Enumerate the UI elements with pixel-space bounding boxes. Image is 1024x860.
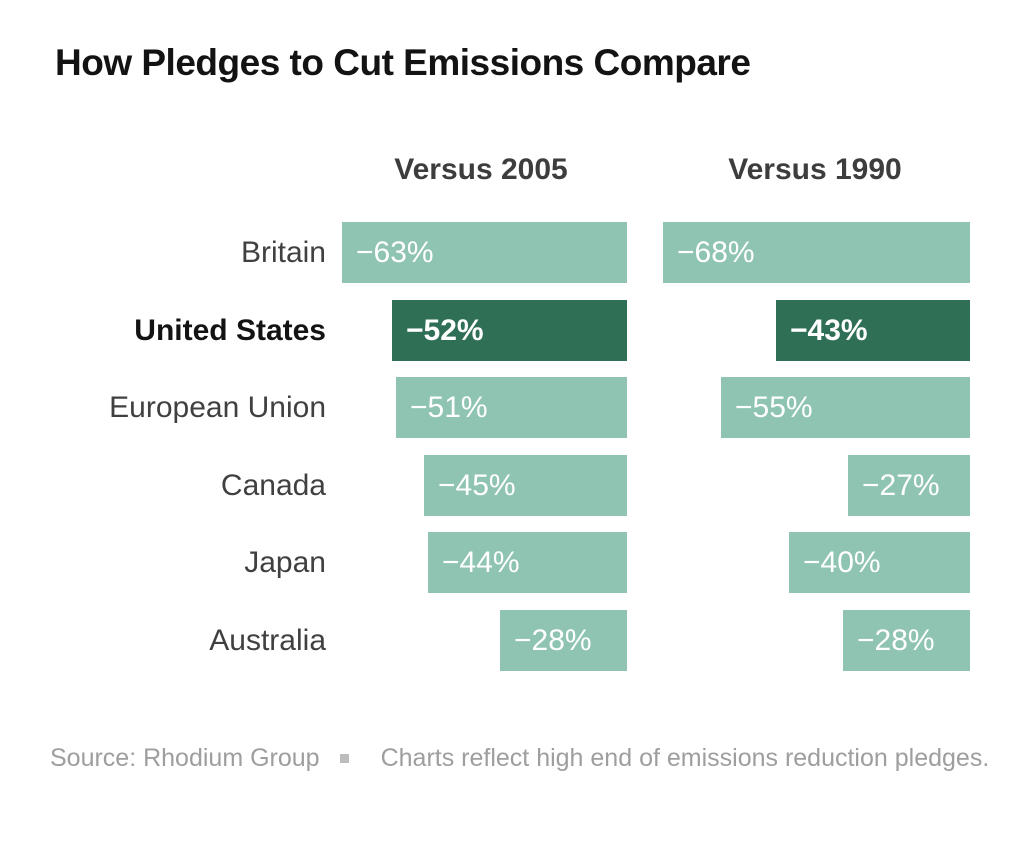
bar-value-label: −45% [438, 468, 516, 502]
bar-value-label: −55% [735, 390, 813, 424]
bar-versus-2005-united-states: −52% [392, 300, 627, 361]
bar-value-label: −27% [862, 468, 940, 502]
bar-value-label: −43% [790, 313, 868, 347]
square-bullet-icon [339, 753, 349, 763]
bar-value-label: −52% [406, 313, 484, 347]
bar-value-label: −44% [442, 545, 520, 579]
bar-versus-1990-united-states: −43% [776, 300, 970, 361]
bar-versus-2005-australia: −28% [500, 610, 627, 671]
bar-versus-1990-australia: −28% [843, 610, 970, 671]
country-label-european-union: European Union [109, 390, 326, 424]
column-header-versus-1990: Versus 1990 [728, 153, 902, 186]
bar-versus-1990-european-union: −55% [721, 377, 970, 438]
source-note: Source: Rhodium Group Charts reflect high… [50, 732, 1010, 784]
chart-title: How Pledges to Cut Emissions Compare [55, 42, 751, 83]
column-header-versus-2005: Versus 2005 [394, 153, 568, 186]
bar-versus-1990-britain: −68% [663, 222, 970, 283]
bar-value-label: −28% [857, 623, 935, 657]
bar-versus-2005-japan: −44% [428, 532, 627, 593]
bar-versus-1990-japan: −40% [789, 532, 970, 593]
country-label-japan: Japan [244, 545, 326, 579]
bar-versus-2005-european-union: −51% [396, 377, 627, 438]
country-label-britain: Britain [240, 235, 326, 269]
bar-versus-1990-canada: −27% [848, 455, 970, 516]
bar-value-label: −28% [514, 623, 592, 657]
bar-value-label: −40% [803, 545, 881, 579]
bar-versus-2005-canada: −45% [424, 455, 627, 516]
country-label-united-states: United States [134, 313, 326, 347]
bar-value-label: −68% [677, 235, 755, 269]
bar-value-label: −51% [410, 390, 488, 424]
country-label-canada: Canada [220, 468, 326, 502]
footnote-text: Charts reflect high end of emissions red… [380, 744, 990, 772]
country-label-australia: Australia [209, 623, 326, 657]
bar-value-label: −63% [356, 235, 434, 269]
bar-versus-2005-britain: −63% [342, 222, 627, 283]
source-text: Source: Rhodium Group [50, 744, 320, 772]
